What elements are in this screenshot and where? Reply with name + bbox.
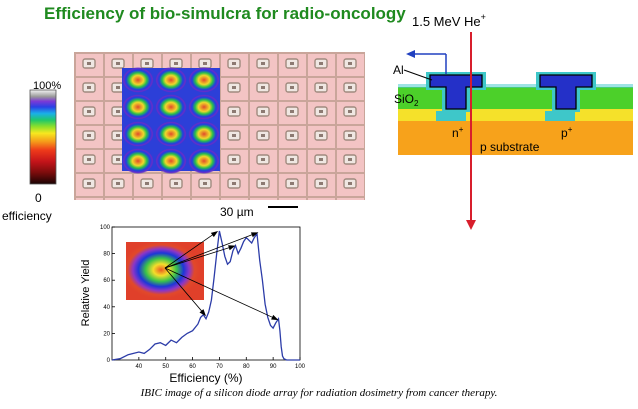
al-contact-left [429, 74, 483, 110]
y-axis-label: Relative Yield [80, 260, 92, 327]
ibic-map-spots [122, 67, 220, 174]
p-plus-label: p+ [561, 125, 573, 140]
annotation-arrow [164, 267, 276, 319]
ibic-spot [188, 148, 220, 174]
colorbar-top-label: 100% [33, 80, 61, 92]
y-tick-label: 80 [103, 252, 110, 258]
n-implant [436, 111, 466, 121]
chart-frame [111, 226, 301, 361]
al-pointer [403, 69, 433, 81]
ibic-spot [188, 94, 220, 120]
annotation-arrowhead [210, 230, 219, 238]
figure-caption: IBIC image of a silicon diode array for … [140, 387, 498, 399]
ibic-spot [155, 67, 187, 93]
x-tick-label: 100 [295, 364, 306, 370]
ibic-spot [122, 67, 154, 93]
ibic-spot [155, 94, 187, 120]
yield-chart: 40 50 60 70 80 90 100 0 20 40 60 80 100 Efficiency (… [80, 225, 306, 385]
ibic-spot [188, 121, 220, 147]
oxide-top-edge [398, 84, 633, 88]
colorbar-zero-label: 0 [35, 191, 42, 205]
device-cross-section: Al SiO2 n+ p+ p substrate 1.5 MeV He+ [393, 12, 633, 230]
x-tick-label: 50 [162, 364, 169, 370]
scale-bar-label: 30 µm [220, 205, 254, 219]
diffusion-layer [398, 108, 633, 121]
y-tick-label: 40 [103, 305, 110, 311]
y-tick-label: 100 [100, 225, 111, 231]
diode-array-micrograph [74, 52, 365, 200]
signal-arrowhead [406, 50, 415, 58]
ibic-spot [122, 148, 154, 174]
p-substrate [398, 120, 633, 155]
annotation-arrow [164, 246, 232, 269]
colorbar: 100% 0 efficiency [2, 80, 61, 223]
scale-bar: 30 µm [220, 205, 298, 219]
y-tick-label: 60 [103, 278, 110, 284]
al-label: Al [393, 63, 404, 77]
ibic-spot [188, 67, 220, 93]
x-tick-label: 90 [270, 364, 277, 370]
annotation-arrowhead [199, 309, 206, 317]
sio2-label: SiO2 [394, 92, 419, 108]
annotation-arrow [164, 267, 204, 314]
ibic-spot [155, 121, 187, 147]
y-tick-label: 20 [103, 331, 110, 337]
ibic-spot [122, 121, 154, 147]
annotation-arrowhead [228, 245, 236, 251]
x-axis-label: Efficiency (%) [169, 371, 242, 385]
series-line [111, 230, 300, 361]
chart-annotation-arrows [164, 230, 279, 321]
x-tick-label: 60 [189, 364, 196, 370]
x-tick-label: 70 [216, 364, 223, 370]
ibic-spot [122, 94, 154, 120]
beam-energy-label: 1.5 MeV He+ [412, 12, 486, 29]
annotation-arrowhead [250, 232, 259, 238]
y-tick-label: 0 [107, 358, 111, 364]
al-contact-right [539, 74, 593, 110]
oxide-layer [398, 87, 633, 109]
substrate-label: p substrate [480, 140, 540, 154]
annotation-arrow [164, 232, 216, 269]
x-tick-label: 80 [243, 364, 250, 370]
page-title: Efficiency of bio-simulcra for radio-onc… [44, 4, 406, 23]
annotation-arrow [164, 233, 255, 269]
ion-beam-arrowhead [466, 220, 476, 230]
n-plus-label: n+ [452, 125, 464, 140]
annotation-arrowhead [271, 314, 279, 321]
p-implant [545, 111, 575, 121]
colorbar-efficiency-label: efficiency [2, 209, 52, 223]
ibic-spot [155, 148, 187, 174]
x-tick-label: 40 [136, 364, 143, 370]
chart-inset-map [126, 242, 204, 300]
colorbar-gradient [29, 89, 57, 185]
chart-ticks: 40 50 60 70 80 90 100 0 20 40 60 80 100 [100, 225, 306, 370]
